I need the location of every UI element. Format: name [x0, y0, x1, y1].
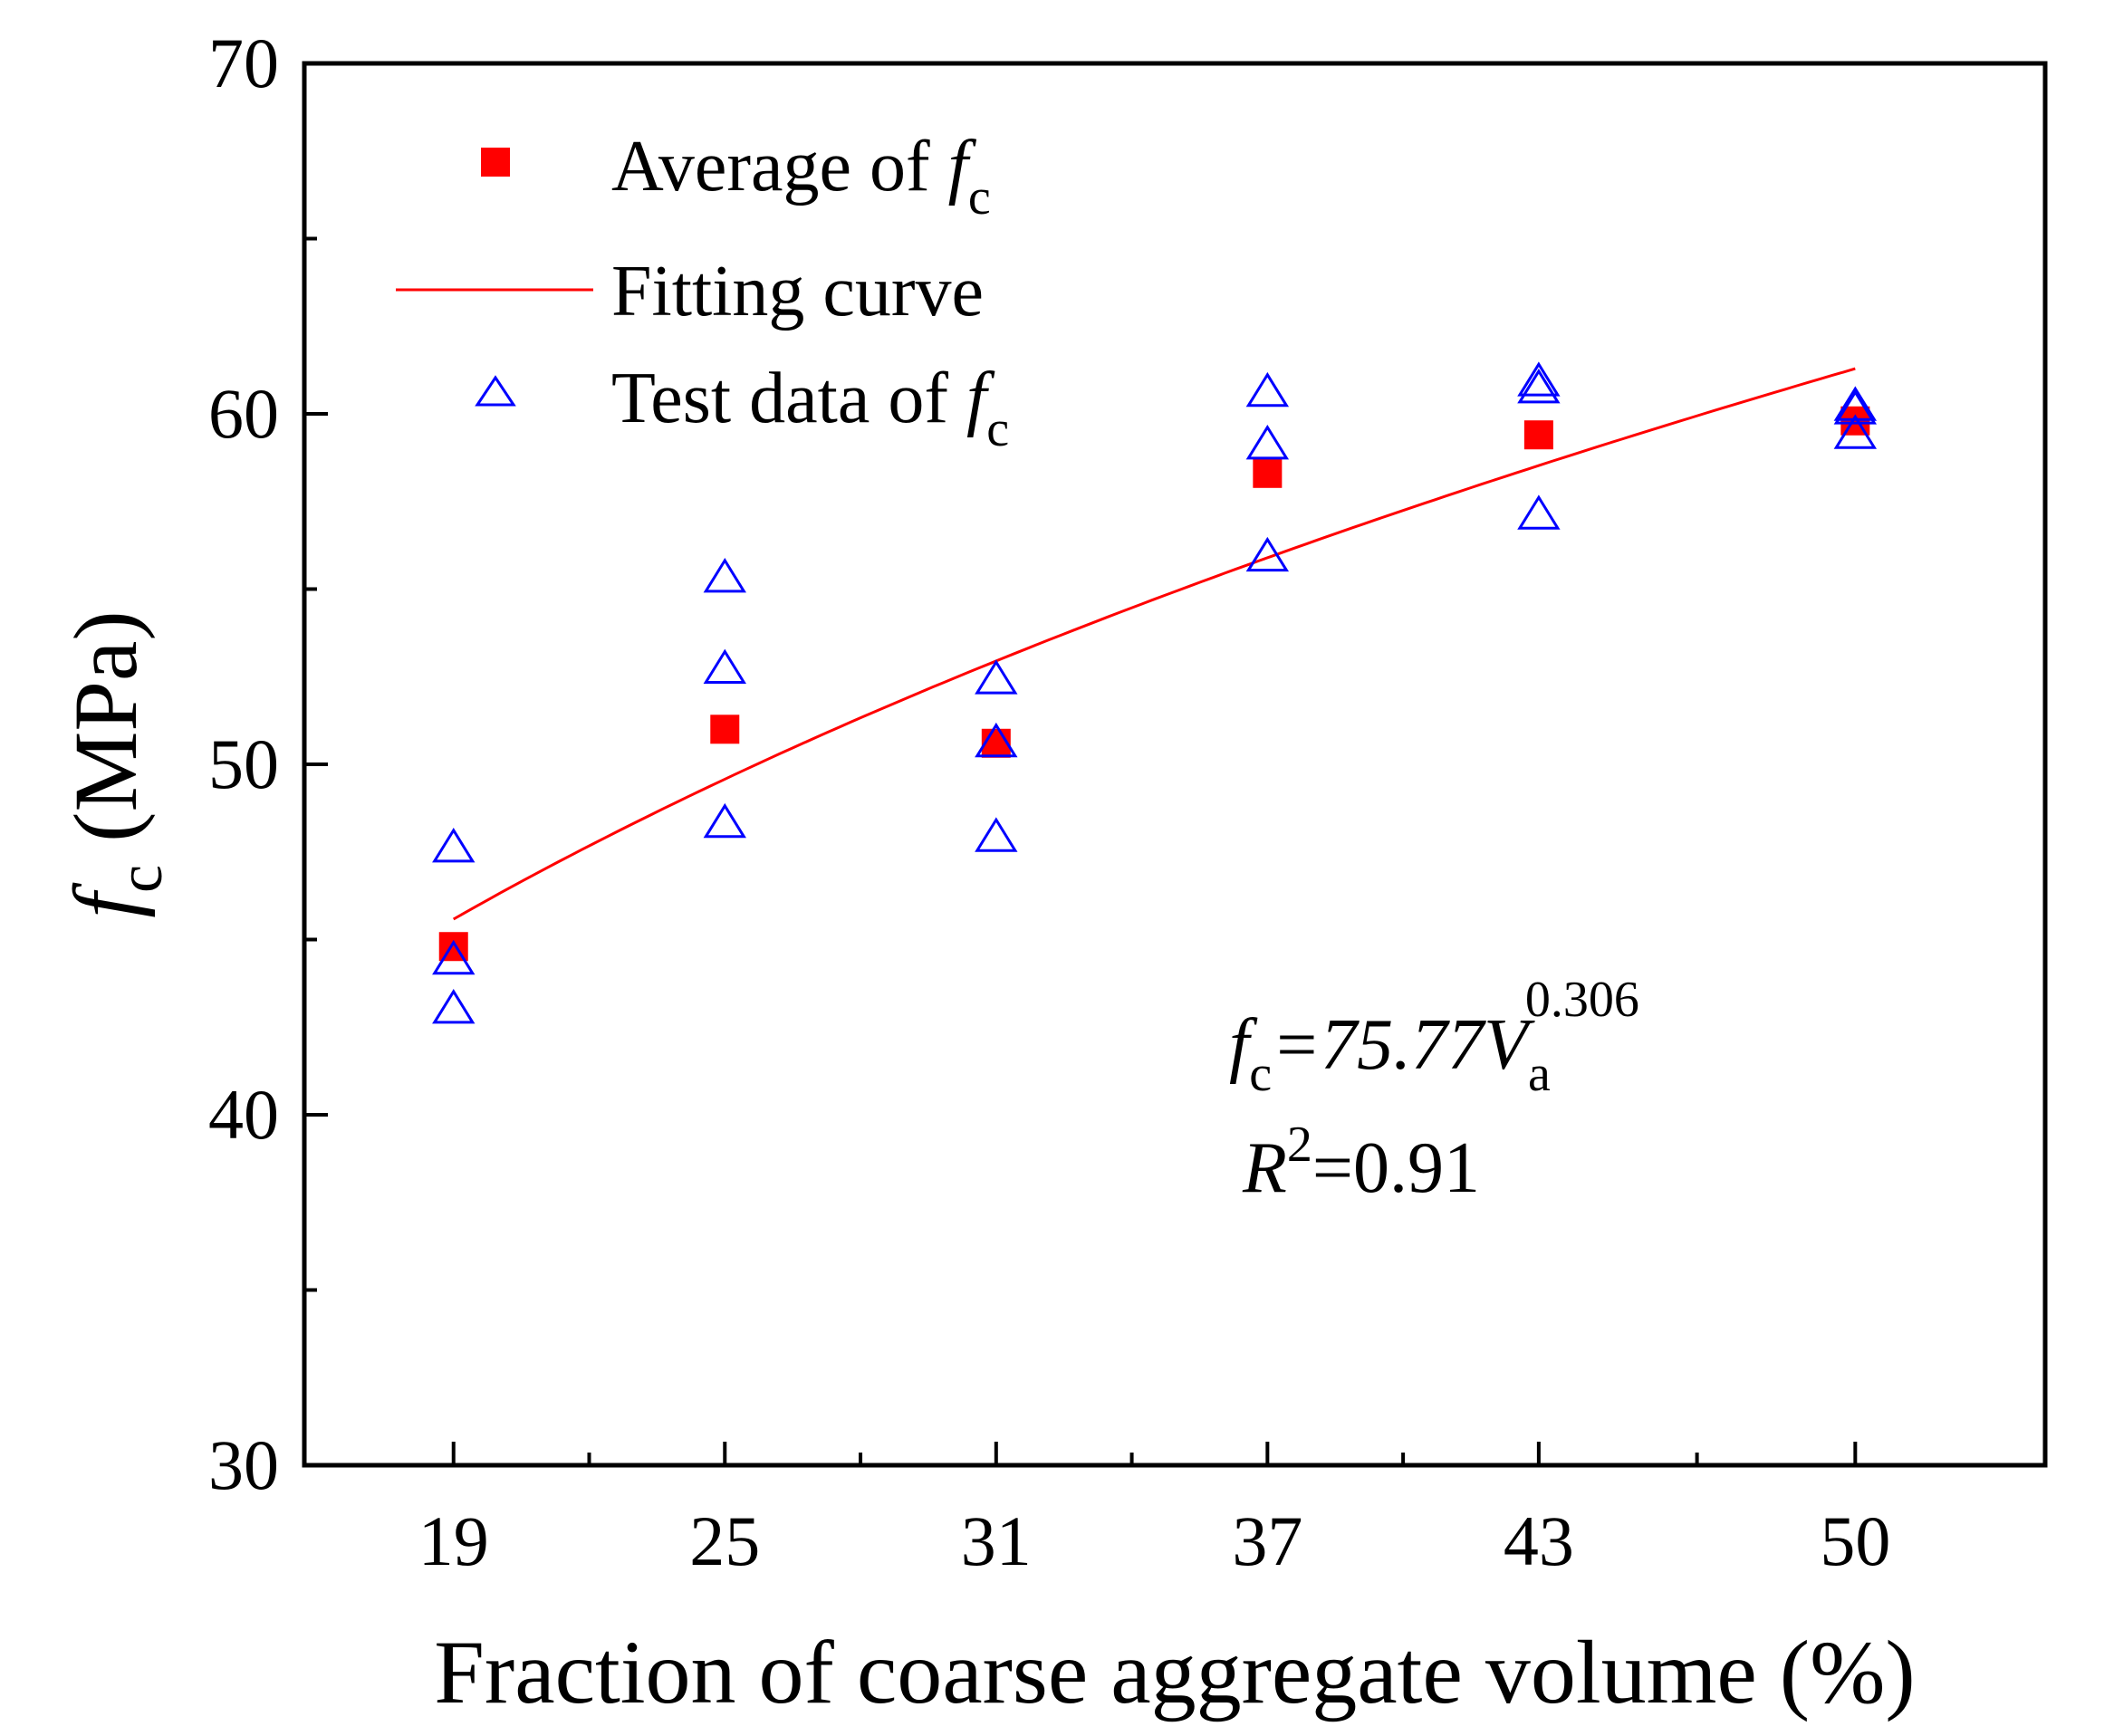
test-data-point — [1833, 386, 1878, 421]
legend-average-label: Average of fc — [611, 127, 991, 225]
legend-average-marker — [481, 148, 510, 177]
test-data-point — [975, 817, 1018, 852]
average-point — [710, 715, 740, 744]
x-tick-label: 50 — [1820, 1501, 1890, 1580]
test-data-point — [1245, 536, 1290, 572]
test-data-point — [1245, 371, 1290, 408]
y-tick-label: 70 — [208, 24, 279, 102]
test-data-point — [432, 939, 476, 975]
legend-test-label: Test data of fc — [611, 359, 1009, 457]
y-tick-label: 40 — [208, 1075, 279, 1154]
y-tick-labels: 30 40 50 60 70 — [208, 24, 279, 1504]
r-squared-label: R2=0.91 — [1242, 1117, 1480, 1208]
legend-test-marker — [475, 375, 516, 407]
y-tick-label: 60 — [208, 374, 279, 453]
average-point — [1253, 458, 1283, 488]
x-tick-label: 31 — [961, 1501, 1032, 1580]
test-data-point — [1517, 494, 1561, 530]
x-tick-labels: 19 25 31 37 43 50 — [418, 1501, 1891, 1580]
x-tick-label: 37 — [1232, 1501, 1302, 1580]
test-data-point — [703, 802, 746, 839]
test-data-point — [975, 722, 1018, 758]
test-data-point — [1833, 414, 1878, 449]
test-data-point — [975, 659, 1018, 695]
test-data-point — [1833, 389, 1878, 425]
test-data-point — [1517, 369, 1561, 404]
test-data-points — [432, 361, 1878, 1024]
x-tick-label: 19 — [418, 1501, 489, 1580]
test-data-point — [432, 989, 476, 1024]
test-data-point — [703, 558, 746, 593]
fitting-curve-line — [452, 367, 1856, 921]
y-tick-label: 30 — [208, 1425, 279, 1504]
test-data-point — [432, 828, 476, 863]
legend-fit-label: Fitting curve — [611, 252, 984, 331]
x-tick-label: 25 — [689, 1501, 760, 1580]
y-tick-label: 50 — [208, 724, 279, 803]
y-axis-label: fc (MPa) — [55, 610, 176, 917]
axis-ticks — [304, 62, 1858, 1467]
x-axis-label: Fraction of coarse aggregate volume (%) — [434, 1622, 1915, 1722]
x-tick-label: 43 — [1504, 1501, 1574, 1580]
test-data-point — [1245, 424, 1290, 460]
test-data-point — [703, 648, 746, 685]
average-point — [1523, 420, 1553, 450]
test-data-point — [1517, 361, 1561, 397]
legend: Average of fc Fitting curve Test data of… — [396, 127, 1009, 457]
